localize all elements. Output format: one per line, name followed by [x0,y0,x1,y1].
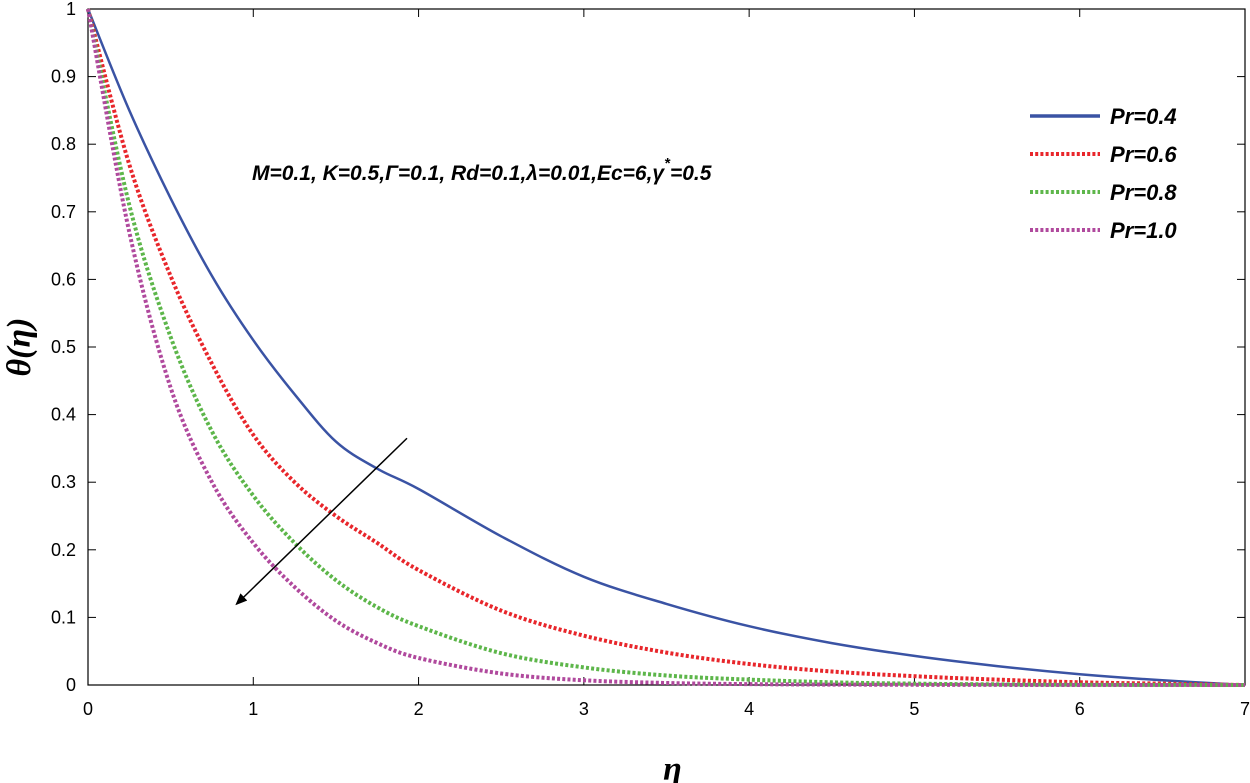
x-tick-label: 7 [1240,699,1250,719]
y-tick-label: 1 [66,0,76,19]
series-line-pr-0-8 [86,8,1246,687]
x-tick-label: 5 [909,699,919,719]
legend-label: Pr=0.4 [1110,104,1177,129]
legend-label: Pr=1.0 [1110,218,1177,243]
y-tick-label: 0.7 [51,202,76,222]
series-line-pr-1-0 [86,8,1245,688]
x-tick-label: 3 [579,699,589,719]
series-line-pr-0-6 [86,8,1246,687]
legend-label: Pr=0.6 [1110,142,1177,167]
x-tick-label: 4 [744,699,754,719]
annotation-tail: =0.5 [670,162,712,185]
y-tick-label: 0.8 [51,134,76,154]
y-tick-label: 0 [66,675,76,695]
plot-frame [87,8,1246,686]
legend-label: Pr=0.8 [1110,180,1177,205]
y-tick-label: 0.4 [51,405,76,425]
y-tick-label: 0.5 [51,337,76,357]
annotation-superscript: * [664,155,671,172]
y-tick-label: 0.2 [51,540,76,560]
x-tick-label: 2 [414,699,424,719]
y-tick-label: 0.9 [51,67,76,87]
trend-arrow [235,437,408,606]
x-tick-label: 1 [248,699,258,719]
y-tick-label: 0.6 [51,269,76,289]
x-tick-label: 0 [83,699,93,719]
y-tick-label: 0.3 [51,472,76,492]
series-line-pr-0-4 [86,8,1246,687]
annotation-main: M=0.1, K=0.5,Γ=0.1, Rd=0.1,λ=0.01,Ec=6,γ [252,162,665,185]
y-tick-label: 0.1 [51,607,76,627]
parameter-annotation: M=0.1, K=0.5,Γ=0.1, Rd=0.1,λ=0.01,Ec=6,γ… [252,155,712,185]
x-axis-title: η [663,751,682,783]
x-tick-label: 6 [1075,699,1085,719]
y-axis-title: θ(η) [1,318,38,377]
